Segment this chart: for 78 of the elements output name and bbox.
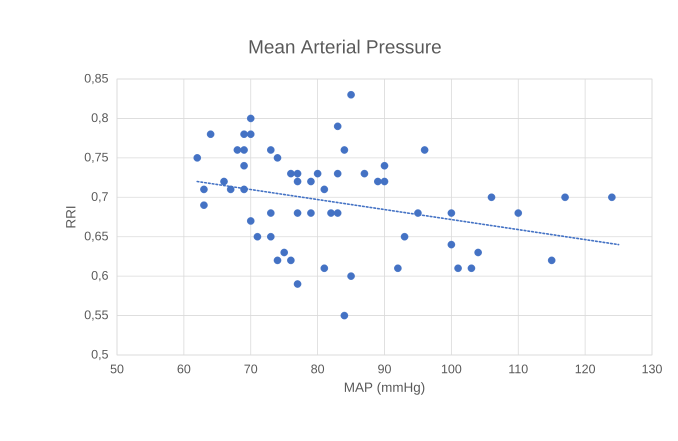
point (468, 264, 476, 272)
point (294, 178, 302, 186)
point (347, 90, 355, 99)
y-tick-label: 0,8 (92, 113, 108, 124)
point (200, 186, 208, 194)
point (240, 130, 248, 138)
y-tick-label: 0,75 (84, 152, 108, 163)
point (240, 146, 248, 154)
y-tick-label: 0,5 (92, 350, 108, 360)
y-tick-label: 0,85 (84, 74, 108, 84)
chart-title: Mean Arterial Pressure (250, 40, 441, 54)
point (280, 248, 288, 256)
x-tick-label: 50 (110, 364, 124, 374)
x-tick-label: 120 (576, 364, 596, 374)
point (314, 170, 322, 178)
point (548, 256, 556, 264)
point (267, 232, 275, 241)
point (320, 186, 328, 194)
point (474, 248, 482, 256)
point (294, 209, 302, 217)
point (420, 146, 428, 154)
point (246, 130, 255, 138)
point (394, 264, 402, 272)
x-tick-label: 80 (311, 364, 324, 374)
point (240, 186, 248, 194)
point (200, 201, 208, 209)
point (334, 170, 342, 178)
point (274, 256, 282, 264)
x-tick-label: 60 (178, 364, 190, 374)
point (414, 209, 422, 217)
point (274, 154, 282, 162)
point (340, 312, 348, 320)
point (267, 146, 275, 154)
x-tick-label: 70 (244, 364, 258, 374)
point (267, 209, 275, 217)
point (360, 170, 368, 178)
point (287, 256, 295, 264)
point (448, 240, 456, 248)
point (254, 232, 262, 241)
point (514, 209, 522, 217)
point (206, 130, 214, 138)
point (246, 114, 255, 122)
point (561, 193, 569, 202)
point (488, 193, 496, 202)
point (294, 280, 302, 288)
point (374, 178, 382, 186)
point (454, 264, 462, 272)
point (334, 209, 342, 217)
point (294, 170, 302, 178)
point (380, 162, 388, 170)
y-tick-label: 0,55 (84, 310, 108, 321)
point (234, 146, 242, 154)
point (193, 154, 202, 162)
point (327, 209, 335, 217)
point (226, 186, 234, 194)
x-tick-label: 100 (442, 364, 462, 374)
y-axis-title: RRI (66, 206, 76, 228)
point (608, 193, 616, 202)
point (246, 217, 255, 225)
x-axis-title: MAP (mmHg) (344, 382, 424, 395)
point (220, 178, 228, 186)
y-tick-label: 0,7 (92, 192, 108, 202)
point (320, 264, 328, 272)
x-tick-label: 130 (642, 364, 662, 374)
point (380, 178, 388, 186)
point (448, 209, 456, 217)
point (307, 209, 315, 217)
y-tick-label: 0,65 (84, 232, 108, 242)
y-tick-label: 0,6 (92, 271, 108, 282)
point (400, 232, 408, 241)
point (340, 146, 348, 154)
x-tick-label: 110 (509, 364, 528, 374)
point (307, 178, 315, 186)
x-tick-label: 90 (378, 364, 391, 374)
point (347, 272, 355, 280)
point (334, 122, 342, 130)
point (287, 170, 295, 178)
point (240, 162, 248, 170)
